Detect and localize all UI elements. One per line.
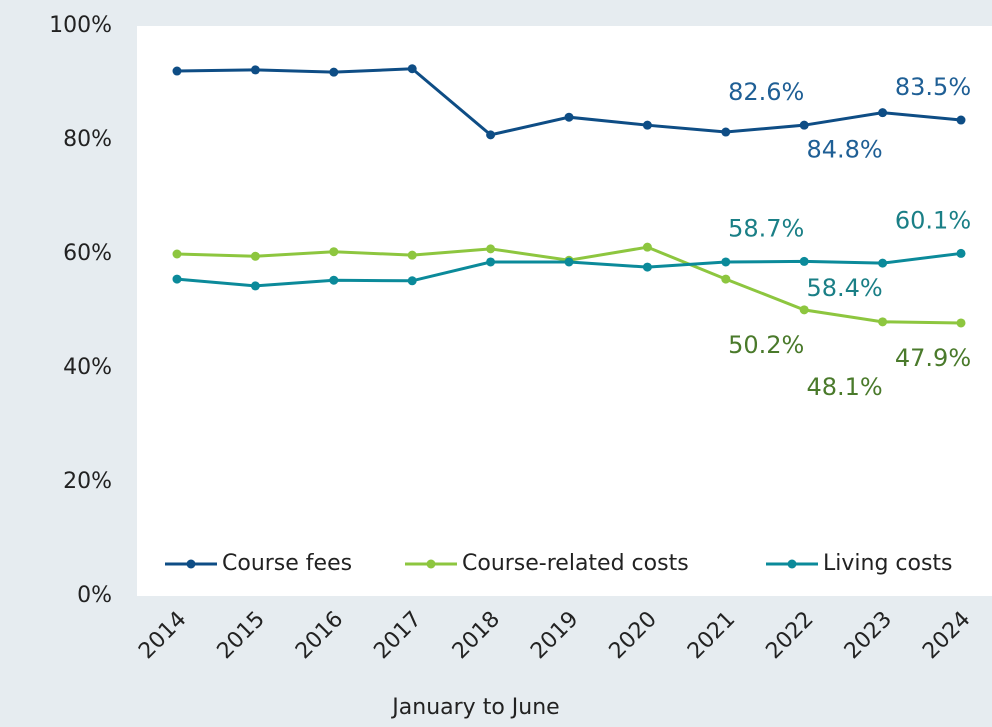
point (486, 130, 496, 140)
legend-marker (787, 559, 797, 569)
point (564, 257, 574, 267)
legend-marker (186, 559, 196, 569)
point (407, 250, 417, 260)
legend-label: Living costs (823, 551, 953, 576)
point (721, 257, 731, 267)
x-tick-label: 2019 (526, 607, 583, 664)
y-tick-label: 100% (49, 13, 112, 38)
y-tick-label: 0% (77, 583, 112, 608)
point (172, 66, 182, 76)
point (878, 258, 888, 268)
x-tick-label: 2022 (761, 607, 818, 664)
x-tick-label: 2016 (291, 607, 348, 664)
data-label: 47.9% (895, 344, 971, 372)
y-tick-label: 40% (63, 355, 112, 380)
legend-label: Course-related costs (462, 551, 689, 576)
data-label: 50.2% (728, 331, 804, 359)
x-tick-label: 2017 (369, 607, 426, 664)
point (799, 120, 809, 130)
point (642, 242, 652, 252)
x-tick-label: 2024 (918, 607, 975, 664)
point (878, 317, 888, 327)
point (799, 305, 809, 315)
point (642, 262, 652, 272)
data-label: 48.1% (806, 373, 882, 401)
point (956, 115, 966, 125)
y-tick-label: 80% (63, 127, 112, 152)
x-tick-label: 2020 (605, 607, 662, 664)
x-tick-label: 2023 (840, 607, 897, 664)
x-tick-label: 2014 (134, 607, 191, 664)
point (486, 257, 496, 267)
point (250, 65, 260, 75)
data-label: 84.8% (806, 136, 882, 164)
data-label: 58.7% (728, 214, 804, 242)
y-tick-label: 20% (63, 469, 112, 494)
point (721, 127, 731, 137)
point (799, 256, 809, 266)
data-label: 58.4% (806, 274, 882, 302)
point (564, 112, 574, 122)
point (956, 248, 966, 258)
y-tick-label: 60% (63, 241, 112, 266)
point (486, 244, 496, 254)
point (250, 281, 260, 291)
point (407, 64, 417, 74)
point (329, 275, 339, 285)
data-label: 60.1% (895, 206, 971, 234)
x-tick-label: 2018 (448, 607, 505, 664)
point (721, 274, 731, 284)
x-tick-label: 2021 (683, 607, 740, 664)
point (250, 251, 260, 261)
x-tick-label: 2015 (213, 607, 270, 664)
point (878, 108, 888, 118)
x-axis-label: January to June (390, 695, 559, 720)
point (329, 247, 339, 257)
plot-area (137, 26, 992, 596)
point (407, 276, 417, 286)
point (172, 274, 182, 284)
point (329, 67, 339, 77)
legend-marker (426, 559, 436, 569)
point (642, 120, 652, 130)
legend-label: Course fees (222, 551, 352, 576)
data-label: 83.5% (895, 73, 971, 101)
point (172, 249, 182, 259)
point (956, 318, 966, 328)
data-label: 82.6% (728, 78, 804, 106)
